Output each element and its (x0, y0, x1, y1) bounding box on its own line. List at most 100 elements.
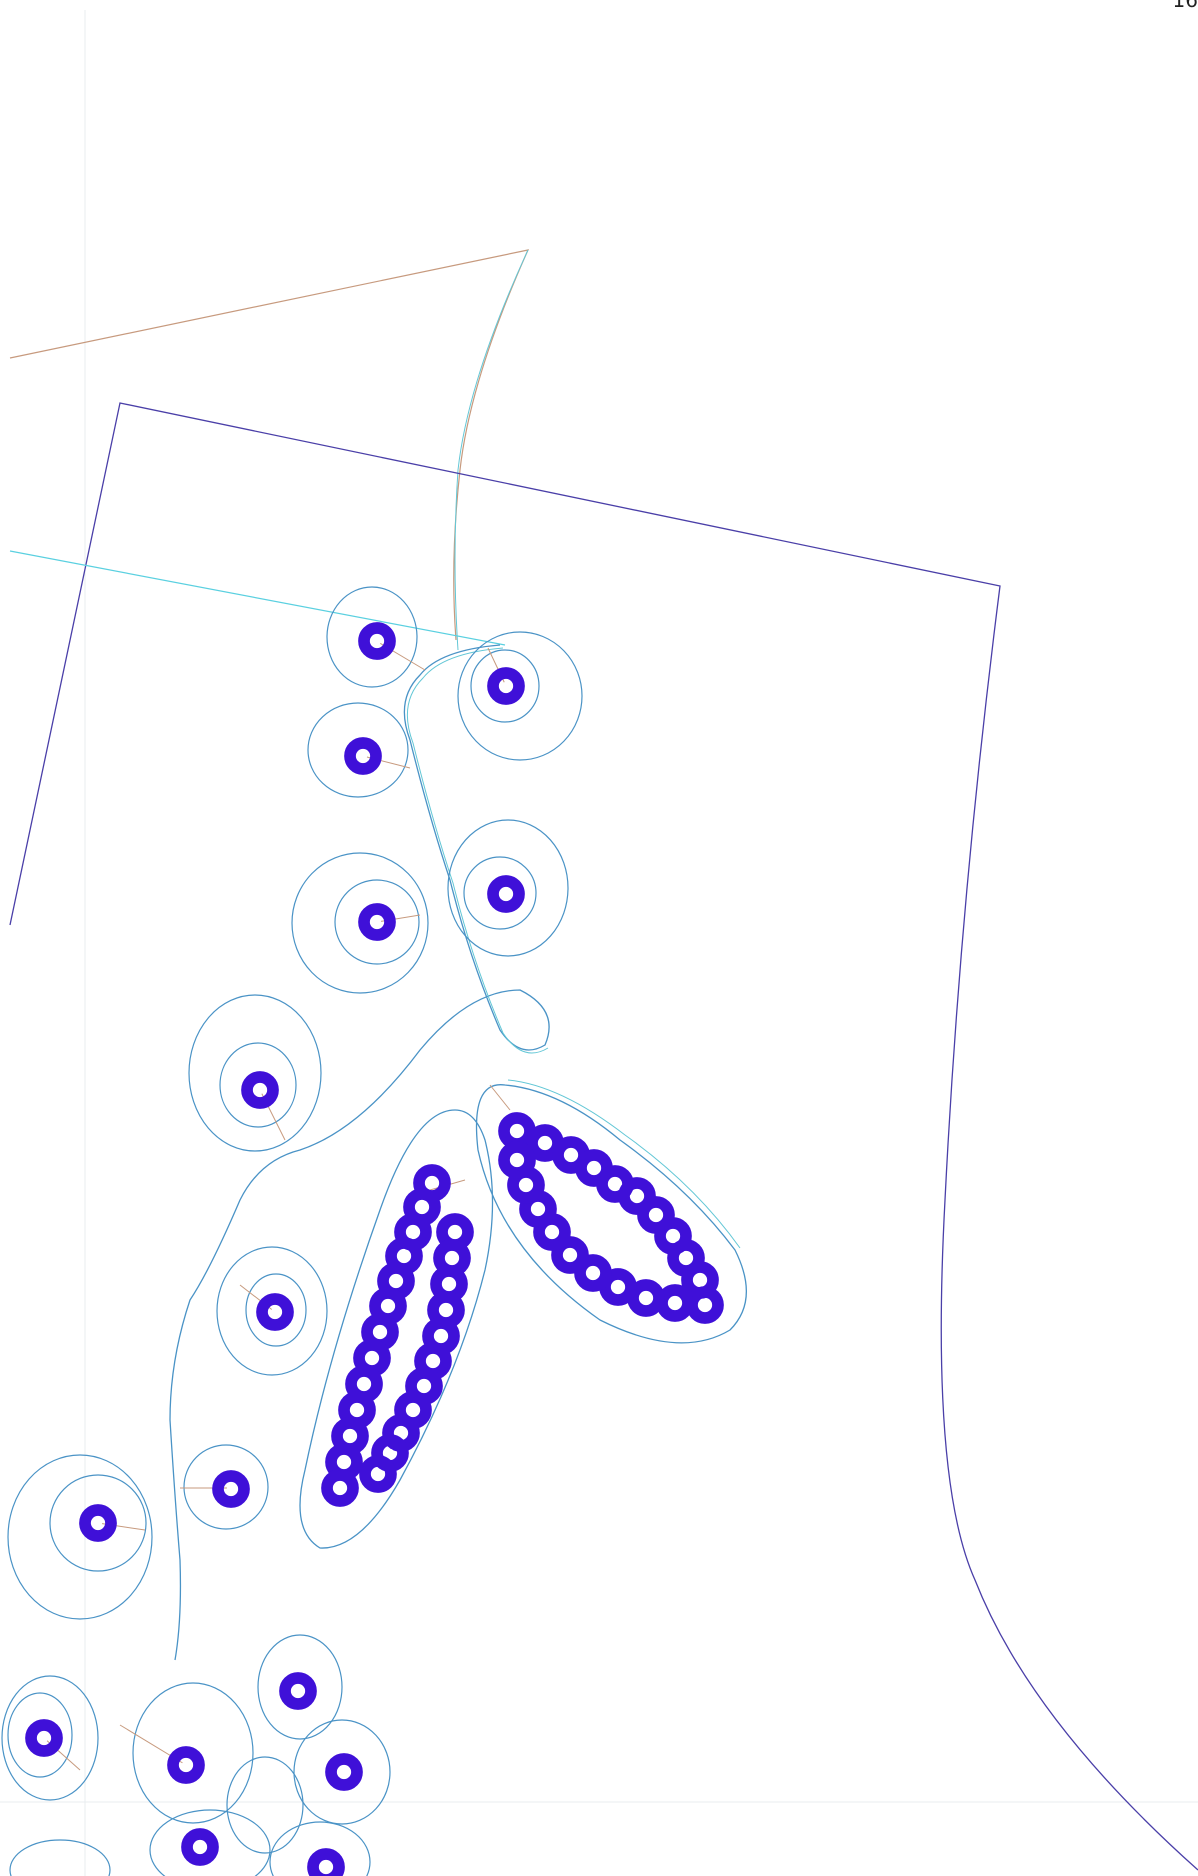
stitch-ring (326, 586, 418, 688)
sequin-hole (375, 1327, 385, 1337)
stitch-ring (307, 702, 409, 798)
sequin-hole (408, 1405, 418, 1415)
stitch-ring (149, 1809, 271, 1876)
stitch-ring (470, 649, 540, 723)
sequin-hole (613, 1282, 623, 1292)
sequin-hole (181, 1760, 191, 1770)
stitch-ring (188, 994, 322, 1152)
stitch-ring (216, 1246, 328, 1376)
stitch-ring (291, 852, 429, 994)
sequin-hole (39, 1733, 49, 1743)
sequin-dot (25, 1719, 63, 1757)
sequin-hole (441, 1305, 451, 1315)
sequin-hole (419, 1381, 429, 1391)
sequins-layer (25, 622, 724, 1876)
sequin-hole (352, 1405, 362, 1415)
jump-line (489, 1084, 511, 1111)
sequin-dot (487, 667, 525, 705)
sequin-hole (533, 1204, 543, 1214)
guide-grid (0, 10, 1198, 1876)
stitch-ring (219, 1042, 297, 1128)
sequin-hole (270, 1307, 280, 1317)
sequin-dot (279, 1672, 317, 1710)
leaf-outline-left (299, 1109, 494, 1549)
sequin-hole (436, 1331, 446, 1341)
sequin-hole (547, 1227, 557, 1237)
garment-piece-outline (9, 402, 1198, 1871)
vine-stitch-path (169, 644, 550, 1661)
sequin-hole (372, 917, 382, 927)
sequin-hole (632, 1191, 642, 1201)
sequin-hole (681, 1253, 691, 1263)
sequin-hole (335, 1483, 345, 1493)
sequin-hole (450, 1227, 460, 1237)
sequin-dot (181, 1828, 219, 1866)
sequin-dot (359, 1455, 397, 1493)
sequin-hole (367, 1353, 377, 1363)
stitch-ring (1, 1675, 99, 1801)
sequin-dot (321, 1469, 359, 1507)
sequin-hole (383, 1301, 393, 1311)
stitch-ring (293, 1719, 391, 1825)
leaf-outline-right-alt (507, 1079, 741, 1249)
sequin-hole (565, 1250, 575, 1260)
sequin-dot (307, 1848, 345, 1876)
sequin-dot (498, 1141, 536, 1179)
sequin-hole (358, 751, 368, 761)
stitch-ring (226, 1756, 304, 1854)
sequin-hole (540, 1138, 550, 1148)
stitch-ring (7, 1454, 153, 1620)
sequin-hole (512, 1155, 522, 1165)
sequin-dot (167, 1746, 205, 1784)
sequin-hole (408, 1227, 418, 1237)
sequin-hole (588, 1268, 598, 1278)
stitch-rings (1, 586, 583, 1876)
sequin-hole (427, 1178, 437, 1188)
sequin-hole (293, 1686, 303, 1696)
sequin-hole (589, 1163, 599, 1173)
sequin-hole (345, 1431, 355, 1441)
sequin-hole (339, 1767, 349, 1777)
sequin-hole (641, 1293, 651, 1303)
sequin-dot (358, 903, 396, 941)
sequin-hole (700, 1300, 710, 1310)
stitch-ring (7, 1692, 73, 1778)
stitch-ring (457, 631, 583, 761)
sequin-hole (501, 681, 511, 691)
sequin-hole (610, 1179, 620, 1189)
sequin-hole (651, 1210, 661, 1220)
sequin-hole (391, 1276, 401, 1286)
sequin-dot (551, 1236, 589, 1274)
sequin-dot (344, 737, 382, 775)
stitch-ring (269, 1821, 371, 1876)
sequin-hole (428, 1356, 438, 1366)
stitch-ring (49, 1474, 147, 1572)
stitch-ring (334, 879, 420, 965)
sequin-dot (574, 1254, 612, 1292)
sequin-hole (255, 1085, 265, 1095)
page-number: 16 (1172, 0, 1198, 12)
jump-line (487, 647, 507, 687)
sequin-hole (373, 1469, 383, 1479)
stitch-ring (183, 1444, 269, 1530)
sequin-hole (566, 1150, 576, 1160)
sequin-hole (385, 1448, 395, 1458)
sequin-hole (695, 1275, 705, 1285)
sequin-hole (417, 1202, 427, 1212)
sequin-dot (358, 622, 396, 660)
sequin-hole (521, 1180, 531, 1190)
sequin-hole (359, 1379, 369, 1389)
stitch-ring (9, 1839, 111, 1876)
stitch-ring (257, 1634, 343, 1740)
sequin-dot (79, 1504, 117, 1542)
leaf-outline-right (475, 1084, 747, 1344)
sequin-dot (487, 875, 525, 913)
sequin-hole (396, 1428, 406, 1438)
sequin-dot (212, 1470, 250, 1508)
sequin-dot (618, 1177, 656, 1215)
sequin-dot (256, 1293, 294, 1331)
sequin-dot (325, 1753, 363, 1791)
sequin-hole (93, 1518, 103, 1528)
stitch-ring (463, 856, 537, 930)
